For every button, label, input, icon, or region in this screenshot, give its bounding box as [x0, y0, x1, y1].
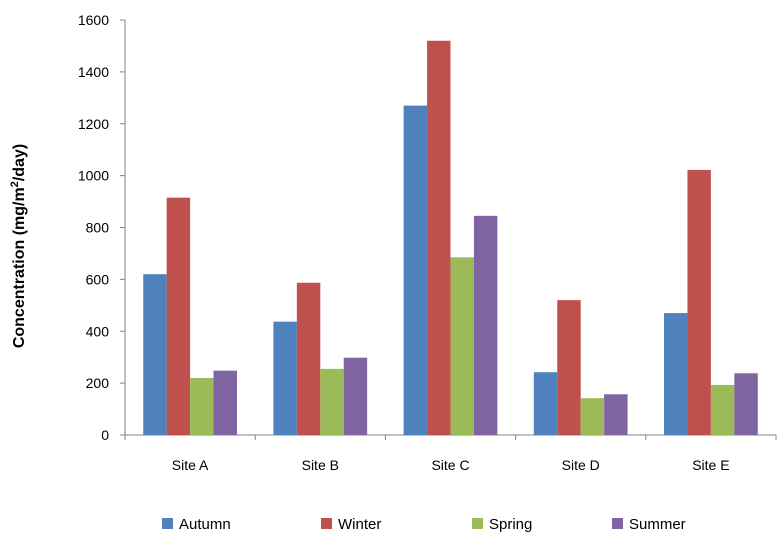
x-category-label: Site B [302, 457, 339, 473]
x-category-label: Site D [562, 457, 600, 473]
bar-spring-site-b [320, 368, 344, 435]
bar-autumn-site-c [403, 105, 428, 435]
bar-winter-site-b [296, 282, 321, 435]
legend-swatch-summer [612, 518, 623, 529]
x-category-label: Site E [692, 457, 729, 473]
bar-autumn-site-a [143, 274, 167, 435]
bar-winter-site-c [427, 40, 451, 435]
bar-summer-site-d [604, 394, 628, 435]
legend-label-spring: Spring [489, 516, 532, 533]
x-axis-ticks: Site A Site B Site C Site D Site E [124, 435, 777, 473]
legend: Autumn Winter Spring Summer [162, 516, 686, 533]
bar-summer-site-a [213, 370, 237, 435]
y-axis-title: Concentration (mg/m2/day) [9, 144, 28, 348]
y-tick-label: 800 [86, 220, 110, 236]
y-tick-label: 1600 [78, 12, 109, 28]
y-tick-label: 1200 [78, 116, 109, 132]
bar-spring-site-a [190, 377, 214, 435]
legend-label-winter: Winter [338, 516, 381, 533]
x-category-label: Site C [431, 457, 469, 473]
y-axis-ticks: 0 200 400 600 800 1000 1200 1400 1600 [78, 12, 125, 443]
legend-swatch-spring [472, 518, 483, 529]
y-tick-label: 1000 [78, 168, 109, 184]
bar-spring-site-e [710, 384, 735, 435]
bar-autumn-site-d [533, 372, 558, 435]
legend-swatch-autumn [162, 518, 173, 529]
legend-label-summer: Summer [629, 516, 686, 533]
y-tick-label: 400 [86, 323, 110, 339]
bar-spring-site-c [450, 257, 474, 435]
bar-winter-site-d [557, 300, 581, 435]
bars [143, 40, 758, 435]
y-tick-label: 200 [86, 375, 110, 391]
legend-swatch-winter [321, 518, 332, 529]
bar-summer-site-c [473, 215, 498, 435]
y-tick-label: 600 [86, 271, 110, 287]
bar-winter-site-a [166, 197, 191, 435]
bar-autumn-site-e [664, 313, 688, 435]
x-category-label: Site A [172, 457, 209, 473]
bar-autumn-site-b [273, 321, 297, 435]
y-tick-label: 1400 [78, 64, 109, 80]
bar-spring-site-d [580, 398, 605, 435]
y-tick-label: 0 [101, 427, 109, 443]
legend-label-autumn: Autumn [179, 516, 231, 533]
bar-summer-site-e [734, 373, 758, 435]
bar-summer-site-b [343, 357, 368, 435]
bar-winter-site-e [687, 169, 711, 435]
